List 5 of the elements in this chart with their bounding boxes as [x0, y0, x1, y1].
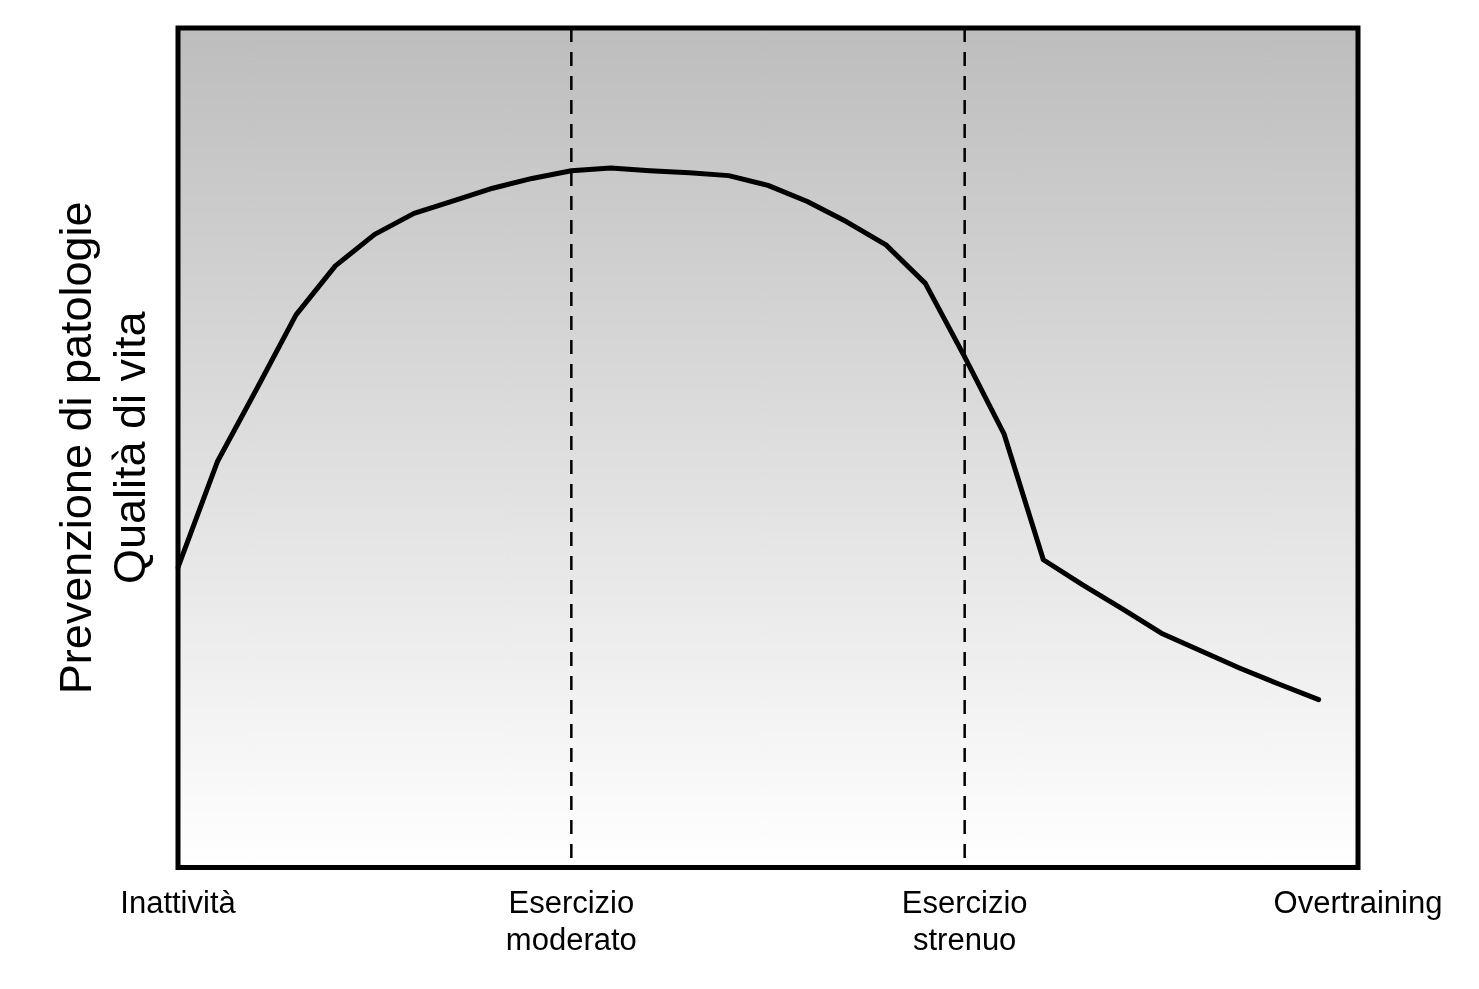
x-tick-label: Inattività — [120, 884, 237, 920]
y-axis-title: Prevenzione di patologie Qualità di vita — [50, 201, 156, 695]
x-tick-label: Esercizio moderato — [505, 884, 637, 957]
x-tick-label: Esercizio strenuo — [901, 884, 1028, 957]
x-tick-label: Overtraining — [1273, 884, 1443, 920]
